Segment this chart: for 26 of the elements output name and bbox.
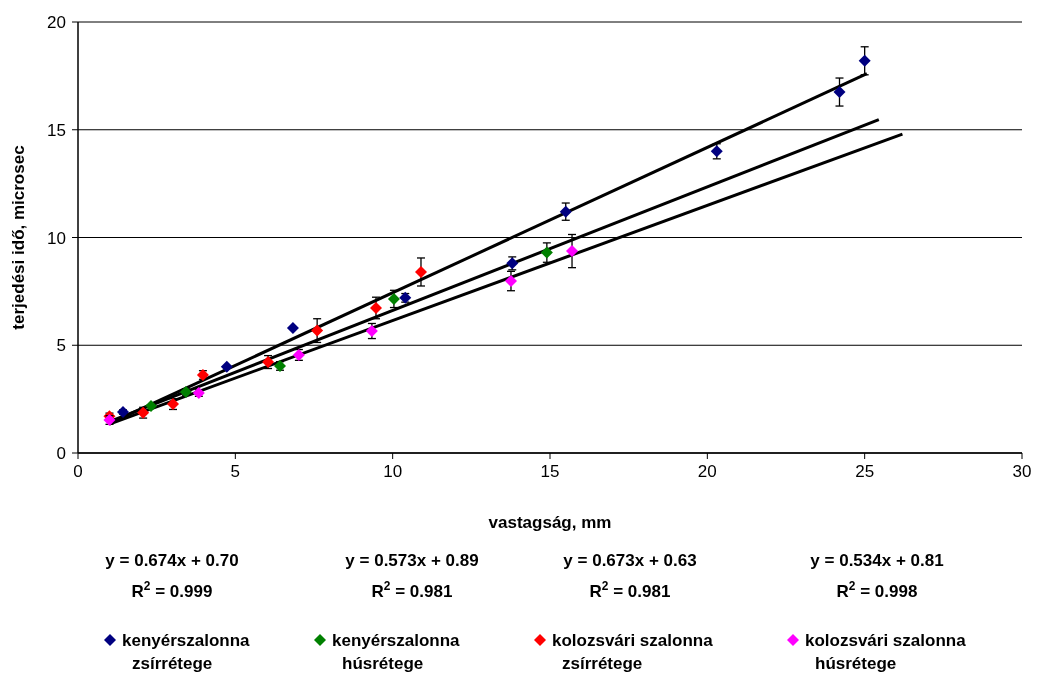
y-tick-label: 10: [47, 228, 66, 248]
text: y = 0.673x + 0.63: [563, 551, 697, 570]
x-tick-label: 20: [697, 462, 717, 481]
x-tick-label: 5: [230, 462, 241, 481]
x-axis-title: vastagság, mm: [488, 513, 612, 532]
x-tick-label: 25: [855, 462, 875, 481]
y-tick-label: 5: [56, 336, 66, 356]
text: R$^{2}$ = 0.998: [836, 579, 918, 601]
y-tick-label: 15: [47, 120, 66, 140]
text: R$^{2}$ = 0.981: [589, 579, 671, 601]
legend-label: kolozsvári szalonna zsírrétege: [552, 631, 714, 673]
text: y = 0.534x + 0.81: [810, 551, 944, 570]
text: R$^{2}$ = 0.999: [131, 579, 213, 601]
text: R$^{2}$ = 0.981: [371, 579, 453, 601]
y-tick-label: 0: [56, 444, 66, 463]
x-tick-label: 30: [1012, 462, 1032, 481]
y-tick-label: 20: [47, 13, 66, 32]
y-axis-title: terjedési idő, microsec: [9, 145, 28, 330]
x-tick-label: 0: [73, 462, 83, 481]
x-tick-label: 10: [383, 462, 403, 481]
text: y = 0.573x + 0.89: [345, 551, 479, 570]
legend-label: kenyérszalonna zsírrétege: [122, 631, 251, 673]
x-tick-label: 15: [540, 462, 560, 481]
legend-label: kenyérszalonna húsrétege: [332, 631, 461, 673]
legend-label: kolozsvári szalonna húsrétege: [805, 631, 967, 673]
text: y = 0.674x + 0.70: [105, 551, 239, 570]
